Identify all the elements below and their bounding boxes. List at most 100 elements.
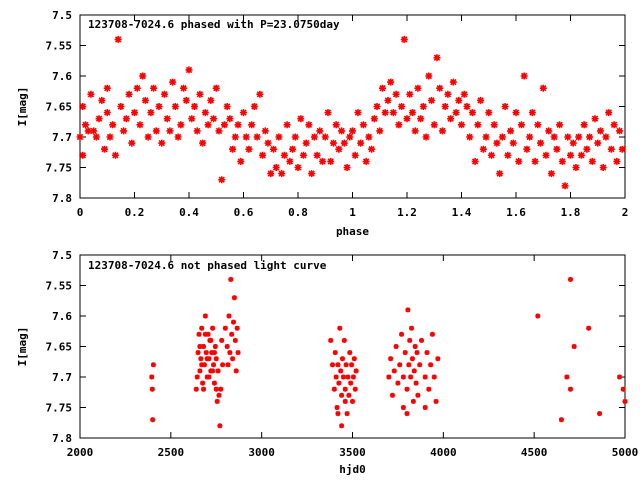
data-point bbox=[378, 84, 386, 92]
data-point bbox=[220, 362, 226, 368]
data-point bbox=[229, 331, 235, 337]
data-point bbox=[235, 350, 241, 356]
y-axis-label: I[mag] bbox=[16, 87, 29, 127]
data-point bbox=[359, 121, 367, 129]
data-point bbox=[569, 139, 577, 147]
x-axis-label: phase bbox=[336, 225, 369, 238]
data-point bbox=[319, 157, 327, 165]
data-point bbox=[111, 151, 119, 159]
data-point bbox=[496, 170, 504, 178]
data-point bbox=[120, 127, 128, 135]
chart-panel-2: 2000 2500 3000 3500 4000 4500 5000 7.5 7.55 7.6 7.… bbox=[16, 249, 638, 476]
data-point bbox=[422, 133, 430, 141]
x-tick-label: 4000 bbox=[430, 446, 457, 459]
data-point bbox=[264, 139, 272, 147]
data-point bbox=[196, 331, 202, 337]
data-point bbox=[515, 157, 523, 165]
data-point bbox=[622, 398, 628, 404]
data-point bbox=[607, 145, 615, 153]
data-point bbox=[199, 362, 205, 368]
data-point bbox=[477, 96, 485, 104]
data-point bbox=[286, 157, 294, 165]
data-point bbox=[504, 151, 512, 159]
data-point bbox=[617, 374, 623, 380]
data-point bbox=[240, 109, 247, 117]
data-point bbox=[200, 380, 206, 386]
data-point bbox=[428, 96, 436, 104]
data-point bbox=[337, 325, 343, 331]
data-point bbox=[203, 350, 209, 356]
data-point bbox=[406, 90, 414, 98]
data-point bbox=[261, 127, 269, 135]
data-point bbox=[558, 157, 566, 165]
data-point bbox=[568, 276, 573, 282]
data-point bbox=[411, 127, 419, 135]
data-point bbox=[205, 331, 211, 337]
data-point bbox=[419, 103, 427, 110]
data-point bbox=[507, 127, 515, 135]
data-point bbox=[539, 84, 547, 92]
data-point bbox=[553, 145, 561, 153]
data-point bbox=[460, 90, 468, 98]
data-point bbox=[468, 109, 476, 117]
x-tick-label: 2500 bbox=[158, 446, 185, 459]
data-point bbox=[387, 78, 395, 86]
data-point bbox=[561, 182, 569, 190]
data-point bbox=[294, 164, 302, 171]
data-point bbox=[352, 386, 358, 392]
data-point bbox=[347, 350, 353, 356]
x-tick-label: 2 bbox=[622, 206, 629, 219]
data-point bbox=[237, 157, 245, 165]
data-point bbox=[334, 405, 340, 410]
data-point bbox=[280, 151, 288, 159]
data-point bbox=[193, 386, 199, 392]
data-point bbox=[302, 139, 310, 147]
data-point bbox=[452, 109, 460, 117]
data-point bbox=[545, 127, 553, 135]
data-point bbox=[338, 127, 346, 135]
data-point bbox=[339, 392, 345, 398]
data-point bbox=[531, 157, 539, 165]
y-tick-label: 7.55 bbox=[46, 280, 73, 293]
data-series bbox=[149, 276, 628, 429]
data-point bbox=[577, 151, 585, 159]
chart-title: 123708-7024.6 not phased light curve bbox=[88, 259, 327, 272]
data-point bbox=[568, 386, 573, 392]
data-point bbox=[308, 170, 316, 178]
data-point bbox=[395, 121, 403, 129]
data-point bbox=[136, 121, 144, 129]
data-point bbox=[399, 331, 405, 337]
data-point bbox=[269, 145, 277, 153]
data-point bbox=[212, 84, 220, 92]
y-tick-label: 7.75 bbox=[46, 162, 73, 175]
x-tick-label: 1.8 bbox=[561, 206, 581, 219]
data-point bbox=[256, 90, 264, 98]
x-tick-label: 0.2 bbox=[125, 206, 145, 219]
data-point bbox=[591, 115, 599, 123]
data-point bbox=[384, 96, 392, 104]
data-point bbox=[386, 374, 392, 380]
data-point bbox=[594, 139, 602, 147]
data-point bbox=[217, 423, 223, 429]
data-point bbox=[272, 164, 280, 171]
data-point bbox=[267, 170, 275, 178]
data-point bbox=[388, 356, 394, 362]
data-point bbox=[542, 151, 550, 159]
data-point bbox=[228, 276, 234, 282]
data-point bbox=[583, 145, 591, 153]
data-point bbox=[222, 325, 228, 331]
data-point bbox=[259, 151, 267, 159]
data-point bbox=[353, 368, 359, 374]
data-point bbox=[348, 380, 354, 386]
y-tick-label: 7.8 bbox=[52, 432, 72, 445]
data-point bbox=[114, 35, 122, 43]
data-point bbox=[417, 362, 423, 368]
data-point bbox=[231, 133, 239, 141]
data-point bbox=[150, 84, 158, 92]
data-point bbox=[351, 356, 357, 362]
y-tick-label: 7.6 bbox=[52, 310, 72, 323]
data-point bbox=[101, 145, 109, 153]
y-tick-label: 7.5 bbox=[52, 9, 72, 22]
data-point bbox=[210, 325, 216, 331]
